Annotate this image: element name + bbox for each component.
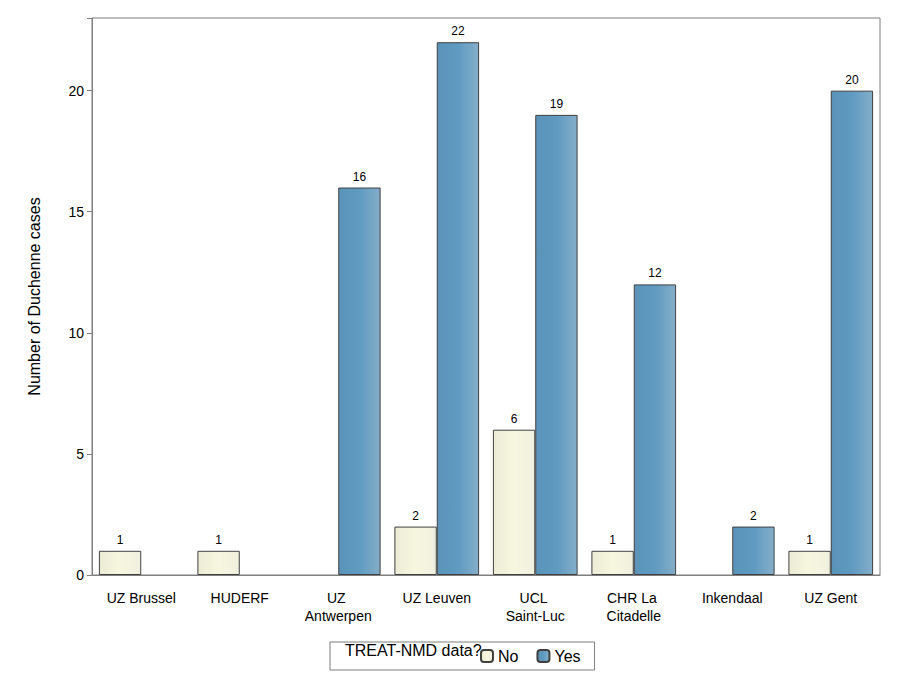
svg-text:Number of Duchenne cases: Number of Duchenne cases: [26, 197, 43, 395]
svg-text:19: 19: [550, 97, 564, 111]
svg-text:UZ Brussel: UZ Brussel: [107, 590, 176, 606]
svg-text:Saint-Luc: Saint-Luc: [506, 608, 565, 624]
svg-text:20: 20: [845, 73, 859, 87]
svg-text:Yes: Yes: [554, 648, 580, 665]
svg-text:2: 2: [750, 509, 757, 523]
svg-text:1: 1: [215, 533, 222, 547]
svg-text:22: 22: [451, 24, 465, 38]
svg-text:0: 0: [76, 567, 84, 583]
svg-text:Citadelle: Citadelle: [607, 608, 662, 624]
svg-text:TREAT-NMD data?: TREAT-NMD data?: [345, 642, 482, 659]
svg-text:1: 1: [609, 533, 616, 547]
svg-text:5: 5: [76, 446, 84, 462]
svg-text:HUDERF: HUDERF: [211, 590, 269, 606]
svg-text:UCL: UCL: [520, 590, 551, 606]
svg-text:Antwerpen: Antwerpen: [305, 608, 372, 624]
svg-text:UZ: UZ: [327, 590, 350, 606]
svg-text:20: 20: [68, 83, 84, 99]
svg-text:16: 16: [353, 170, 367, 184]
svg-text:12: 12: [648, 266, 662, 280]
svg-text:CHR La: CHR La: [607, 590, 661, 606]
svg-text:1: 1: [806, 533, 813, 547]
svg-text:1: 1: [117, 533, 124, 547]
svg-text:6: 6: [511, 412, 518, 426]
svg-text:UZ Gent: UZ Gent: [804, 590, 857, 606]
svg-text:UZ Leuven: UZ Leuven: [403, 590, 471, 606]
svg-text:15: 15: [68, 204, 84, 220]
svg-text:2: 2: [412, 509, 419, 523]
svg-text:Inkendaal: Inkendaal: [702, 590, 763, 606]
svg-text:10: 10: [68, 325, 84, 341]
svg-text:No: No: [498, 648, 519, 665]
